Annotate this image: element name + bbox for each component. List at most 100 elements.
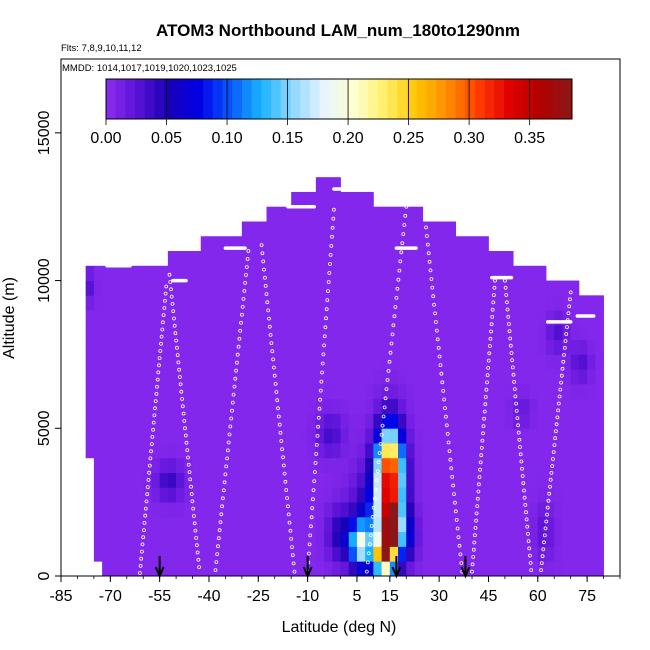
heatmap-cell: [414, 516, 424, 533]
heatmap-cell: [299, 324, 309, 341]
heatmap-cell: [422, 457, 432, 473]
sample-point: [331, 207, 336, 212]
heatmap-cell: [307, 383, 317, 400]
flight-tracks: [105, 187, 596, 575]
heatmap-cell: [134, 310, 144, 326]
heatmap-cell: [159, 443, 169, 459]
heatmap-cell: [570, 383, 580, 400]
heatmap-cell: [348, 324, 358, 341]
heatmap-cell: [356, 502, 366, 518]
heatmap-cell: [241, 398, 251, 414]
heatmap-cell: [496, 546, 506, 562]
heatmap-cell: [102, 339, 111, 355]
heatmap-cell: [110, 561, 119, 577]
heatmap-cell: [529, 502, 539, 518]
heatmap-cell: [102, 472, 111, 488]
heatmap-cell: [250, 324, 259, 341]
sample-point: [481, 431, 485, 436]
heatmap-cell: [315, 472, 325, 488]
heatmap-cell: [504, 502, 514, 518]
heatmap-cell: [134, 383, 144, 400]
heatmap-cell: [192, 354, 202, 370]
heatmap-cell: [356, 383, 366, 400]
heatmap-cell: [192, 428, 202, 444]
sample-point: [478, 460, 483, 465]
heatmap-cell: [192, 487, 202, 503]
sample-point: [288, 528, 293, 533]
heatmap-cell: [282, 339, 292, 355]
heatmap-cell: [217, 280, 226, 296]
heatmap-cell: [455, 472, 465, 488]
heatmap-cell: [406, 398, 415, 414]
heatmap-cell: [463, 546, 473, 562]
sample-point: [139, 556, 144, 561]
sample-point: [478, 467, 483, 472]
heatmap-cell: [102, 413, 111, 429]
sample-point: [290, 545, 294, 549]
heatmap-cell: [217, 561, 226, 577]
heatmap-cell: [332, 502, 341, 518]
sample-point: [482, 416, 487, 421]
heatmap-cell: [118, 324, 128, 341]
heatmap-cell: [587, 516, 596, 533]
sample-point: [372, 496, 377, 501]
sample-point: [159, 341, 163, 346]
heatmap-cell: [282, 324, 292, 341]
sample-point: [400, 241, 405, 246]
heatmap-cell: [365, 206, 374, 222]
sample-point: [396, 277, 401, 282]
heatmap-cell: [266, 561, 276, 577]
heatmap-cell: [266, 457, 276, 473]
heatmap-cell: [439, 487, 448, 503]
heatmap-cell: [389, 443, 399, 459]
heatmap-cell: [118, 265, 128, 281]
heatmap-cell: [159, 546, 169, 562]
flights-subtitle: Flts: 7,8,9,10,11,12: [61, 43, 142, 54]
sample-point: [191, 514, 196, 518]
heatmap-cell: [93, 369, 103, 385]
sample-point: [172, 323, 177, 328]
heatmap-cell: [340, 428, 350, 444]
sample-point: [526, 532, 530, 536]
heatmap-cell: [126, 428, 136, 444]
heatmap-cell: [381, 561, 391, 577]
heatmap-cell: [496, 516, 506, 533]
heatmap-cell: [93, 265, 103, 281]
heatmap-cell: [184, 398, 193, 414]
heatmap-cell: [110, 413, 119, 429]
heatmap-cell: [258, 280, 267, 296]
heatmap-cell: [200, 546, 210, 562]
colorbar-segment: [290, 79, 301, 119]
heatmap-cell: [93, 295, 103, 311]
heatmap-cell: [110, 443, 119, 459]
heatmap-cell: [562, 280, 572, 296]
heatmap-cell: [480, 265, 489, 281]
heatmap-cell: [430, 310, 440, 326]
heatmap-cell: [398, 413, 407, 429]
heatmap-cell: [233, 472, 243, 488]
sample-point: [452, 500, 457, 505]
heatmap-cell: [406, 251, 415, 267]
heatmap-cell: [291, 516, 300, 533]
heatmap-cell: [472, 472, 481, 488]
heatmap-cell: [578, 472, 588, 488]
heatmap-cell: [291, 546, 300, 562]
heatmap-cell: [282, 251, 292, 267]
sample-point: [485, 380, 489, 385]
heatmap-cell: [217, 531, 226, 547]
heatmap-cell: [537, 428, 547, 444]
sample-point: [158, 349, 163, 353]
heatmap-cell: [299, 457, 309, 473]
heatmap-cell: [513, 443, 522, 459]
heatmap-cell: [521, 502, 530, 518]
heatmap-cell: [587, 472, 596, 488]
heatmap-cell: [118, 428, 128, 444]
sample-point: [440, 380, 445, 385]
heatmap-cell: [546, 310, 555, 326]
heatmap-cell: [414, 546, 424, 562]
heatmap-cell: [578, 339, 588, 355]
sample-point: [268, 332, 273, 337]
heatmap-cell: [282, 531, 292, 547]
heatmap-cell: [315, 354, 325, 370]
heatmap-cell: [274, 457, 284, 473]
